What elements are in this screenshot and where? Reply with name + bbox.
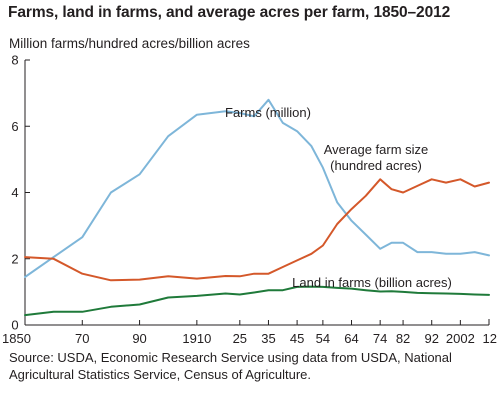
x-tick-label: 12 [483,331,497,345]
x-tick-label: 35 [261,331,275,345]
y-axis-unit-label: Million farms/hundred acres/billion acre… [9,36,250,51]
series-line-1 [24,178,490,282]
x-tick-label: 64 [344,331,358,345]
x-tick-label: 92 [424,331,438,345]
y-tick-label: 0 [11,318,18,333]
x-tick-label: 54 [316,331,330,345]
series-label-0: Farms (million) [225,105,311,120]
y-tick-label: 8 [11,53,18,68]
y-tick-label: 6 [11,119,18,134]
x-tick-label: 74 [373,331,387,345]
x-tick-label: 2002 [446,331,475,345]
source-note: Source: USDA, Economic Research Service … [9,350,452,382]
series-annotations: Farms (million) Average farm size(hundred… [225,105,452,290]
axes [24,59,490,326]
tick-labels: 0 2 4 6 8 1850 70 90 1910 25 35 45 54 64 74 82 92 2002 12 [2,53,497,346]
y-tick-label: 4 [11,185,18,200]
x-tick-label: 70 [75,331,89,345]
series-line-2 [24,285,490,317]
chart-title: Farms, land in farms, and average acres … [8,4,451,21]
x-tick-label: 82 [396,331,410,345]
series-layer [24,98,490,317]
x-tick-label: 90 [132,331,146,345]
y-tick-label: 2 [11,251,18,266]
x-tick-label: 1850 [2,331,31,345]
series-label-2: Land in farms (billion acres) [292,275,452,290]
x-tick-label: 25 [233,331,247,345]
x-tick-label: 1910 [182,331,211,345]
series-label-1-line-0: Average farm size [324,142,429,157]
x-tick-label: 45 [290,331,304,345]
series-label-1-line-1: (hundred acres) [330,158,422,173]
series-line-0 [24,98,490,278]
